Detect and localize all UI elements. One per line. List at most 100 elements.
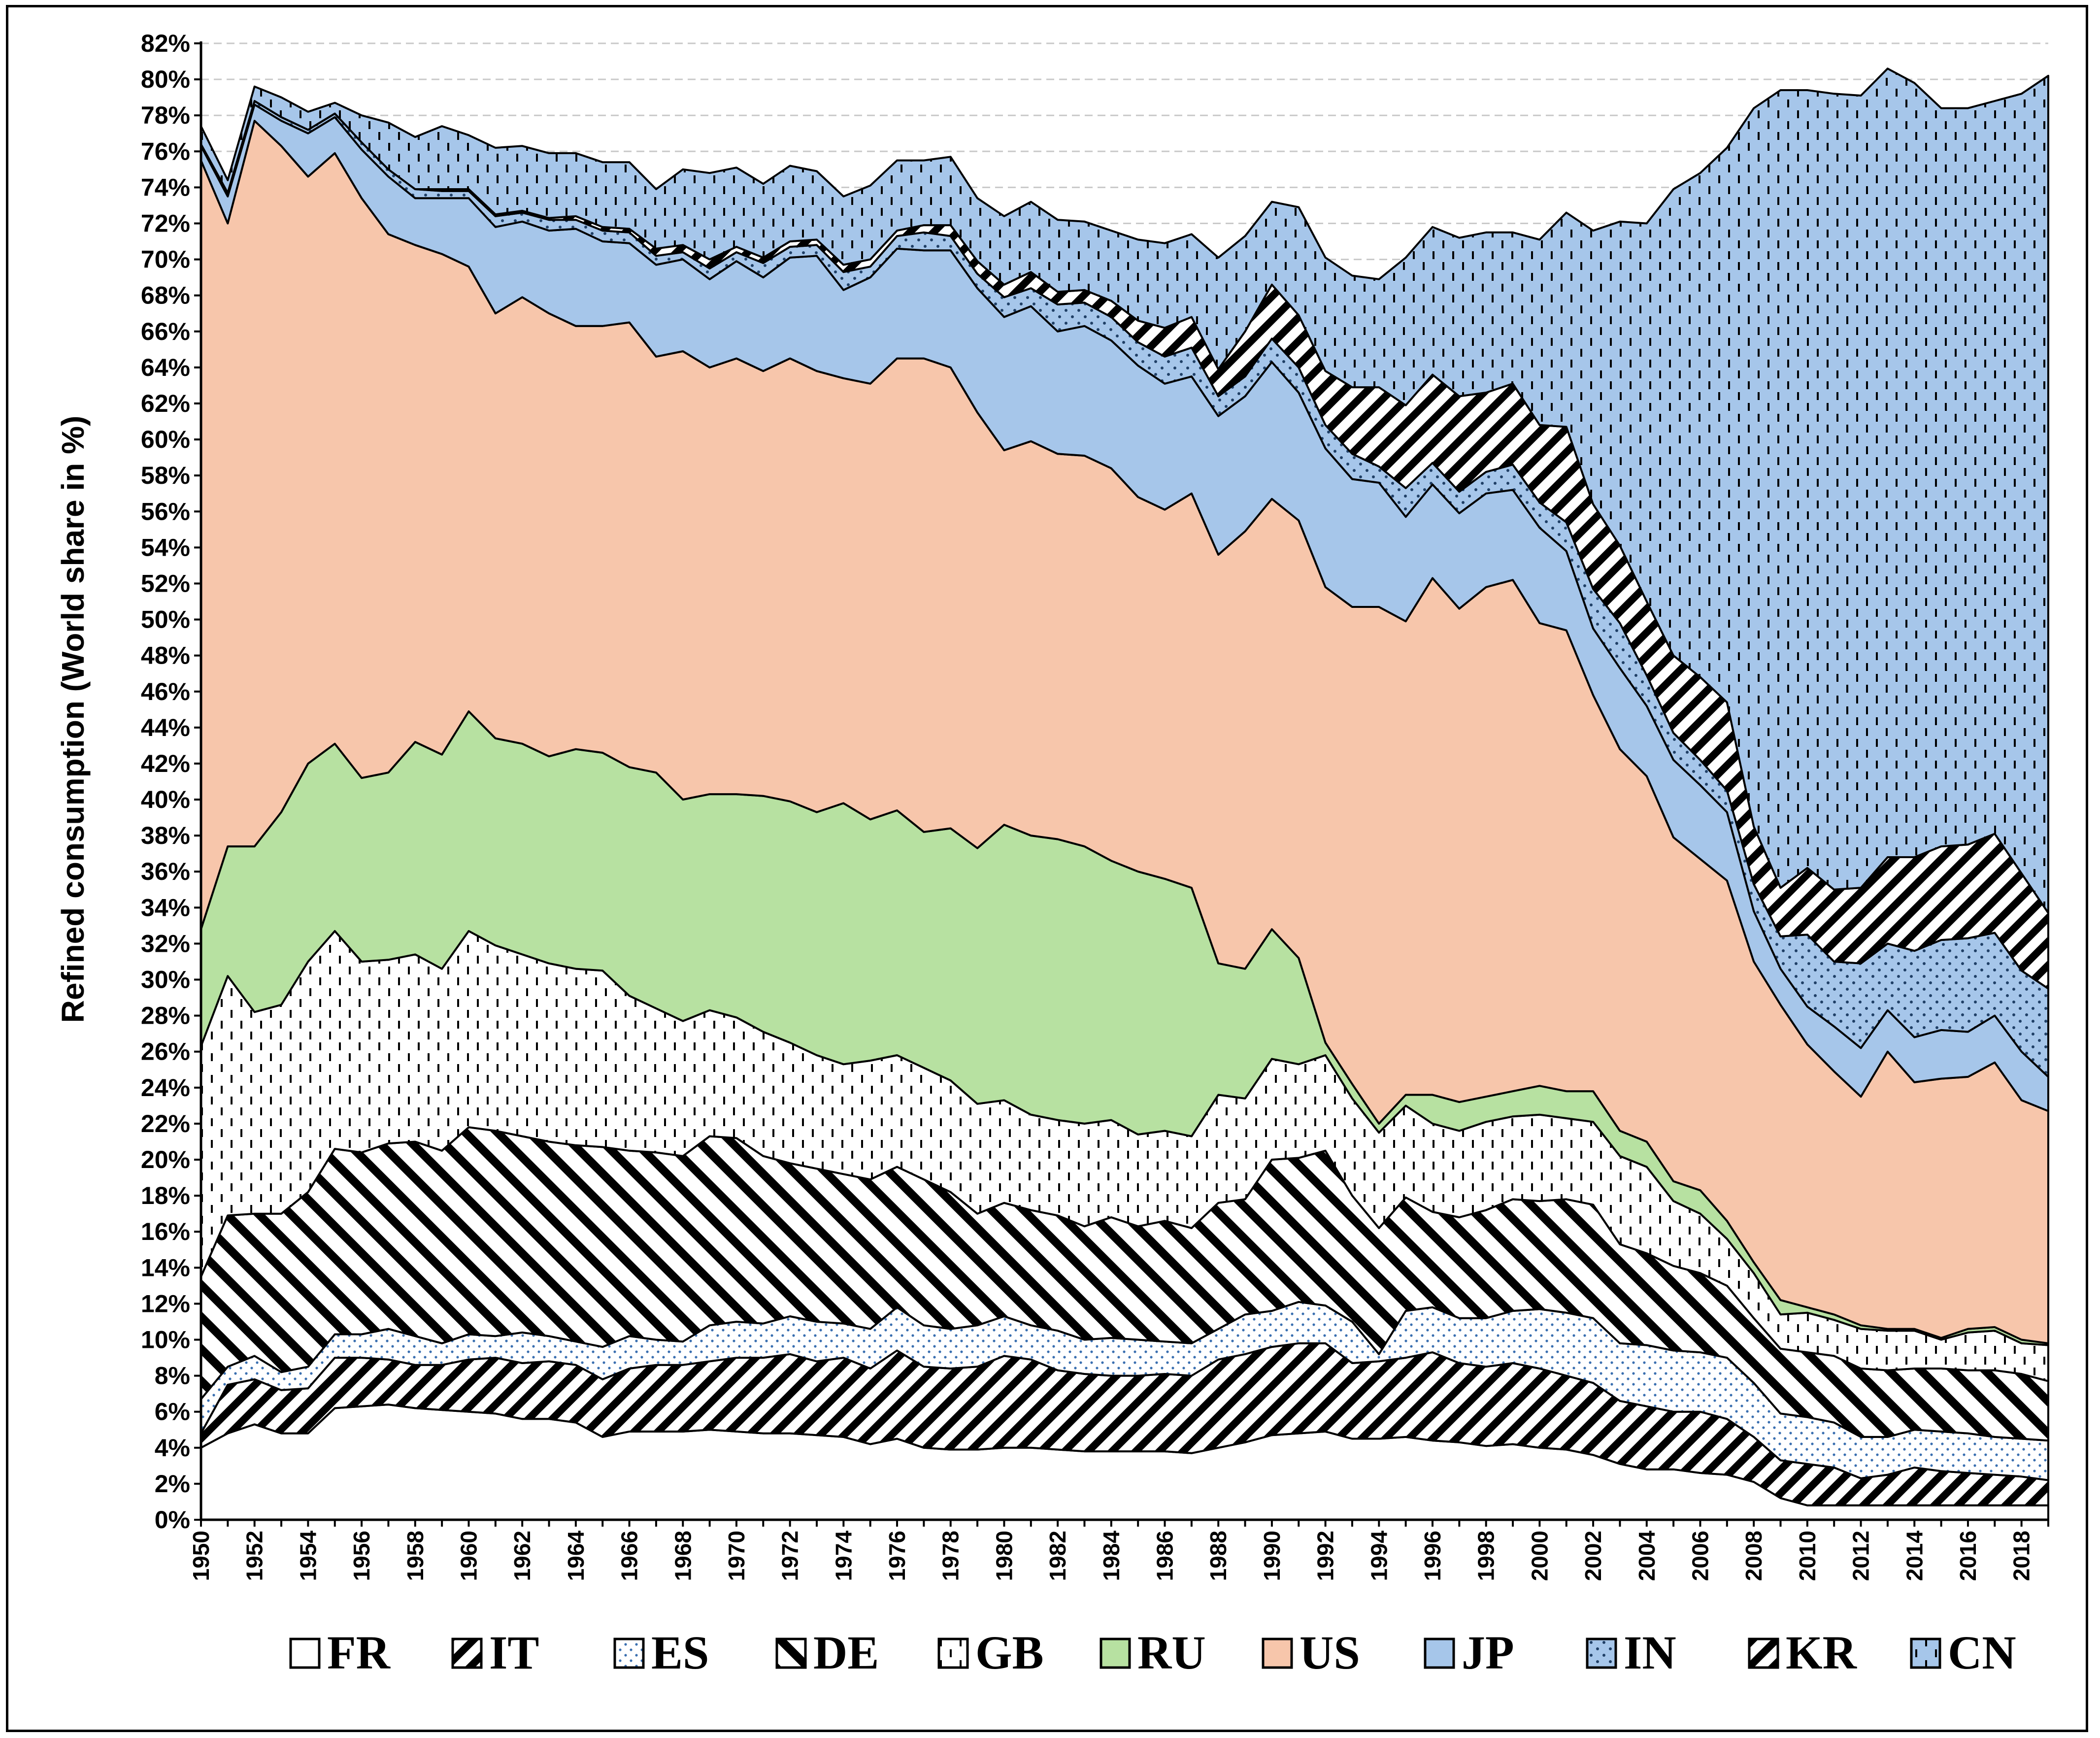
x-tick-label: 1966 [617,1531,642,1581]
y-tick-label: 4% [155,1434,190,1462]
y-tick-label: 12% [141,1290,190,1317]
x-tick-label: 2006 [1688,1531,1713,1581]
legend-swatch-ru [1100,1638,1131,1669]
legend-swatch-es [613,1638,645,1669]
legend: FR IT ES DE GB RU US JP IN KR CN [289,1626,2016,1679]
y-tick-label: 64% [141,354,190,381]
y-tick-label: 48% [141,642,190,669]
x-tick-label: 1950 [188,1531,214,1581]
y-tick-label: 74% [141,173,190,201]
x-tick-label: 2012 [1848,1531,1874,1581]
legend-swatch-it [451,1638,483,1669]
y-tick-label: 6% [155,1398,190,1426]
area-cn [200,67,2049,914]
x-tick-label: 1976 [884,1531,910,1581]
legend-label-gb: GB [975,1626,1044,1679]
x-tick-label: 1990 [1259,1531,1285,1581]
legend-swatch-jp [1424,1638,1455,1669]
y-tick-label: 76% [141,137,190,165]
x-tick-label: 1958 [402,1531,428,1581]
y-tick-label: 24% [141,1074,190,1102]
x-tick-label: 1962 [509,1531,535,1581]
x-tick-label: 2002 [1580,1531,1606,1581]
y-tick-label: 68% [141,282,190,309]
axes [200,41,2048,1521]
legend-label-cn: CN [1948,1626,2016,1679]
x-tick-label: 1970 [724,1531,749,1581]
y-tick-label: 70% [141,246,190,273]
y-tick-label: 60% [141,426,190,453]
y-tick-label: 22% [141,1110,190,1137]
x-tick-label: 1952 [242,1531,267,1581]
x-tick-label: 1964 [563,1531,589,1581]
legend-swatch-de [775,1638,807,1669]
y-tick-label: 32% [141,930,190,957]
legend-label-us: US [1300,1626,1360,1679]
x-tick-label: 1968 [670,1531,696,1581]
x-tick-label: 1956 [349,1531,374,1581]
legend-label-kr: KR [1786,1626,1858,1679]
legend-label-in: IN [1624,1626,1676,1679]
y-tick-label: 80% [141,66,190,93]
x-tick-label: 2000 [1527,1531,1552,1581]
y-tick-label: 62% [141,390,190,417]
y-tick-label: 14% [141,1254,190,1281]
x-tick-label: 1972 [777,1531,803,1581]
x-tick-label: 1954 [295,1531,321,1581]
y-tick-label: 34% [141,894,190,921]
y-tick-label: 8% [155,1362,190,1390]
x-tick-label: 1996 [1420,1531,1445,1581]
x-tick-label: 2008 [1741,1531,1767,1581]
legend-swatch-in [1586,1638,1617,1669]
y-tick-label: 78% [141,101,190,129]
y-axis-ticks: 0% 2% 4% 6% 8% 10% 12% 14% 16% 18% 20% 22% 24% 26% 28%… [141,30,201,1534]
y-tick-label: 16% [141,1218,190,1245]
legend-label-jp: JP [1462,1626,1514,1679]
y-tick-label: 38% [141,822,190,849]
y-tick-label: 0% [155,1506,190,1534]
y-tick-label: 26% [141,1038,190,1066]
y-tick-label: 18% [141,1182,190,1209]
legend-label-de: DE [813,1626,879,1679]
stacked-areas [200,67,2049,1521]
x-tick-label: 1974 [831,1531,856,1581]
x-tick-label: 1986 [1152,1531,1178,1581]
y-tick-label: 52% [141,569,190,597]
y-tick-label: 46% [141,678,190,705]
y-tick-label: 82% [141,30,190,57]
legend-swatch-kr [1748,1638,1779,1669]
y-tick-label: 66% [141,318,190,345]
x-tick-label: 1982 [1045,1531,1070,1581]
x-tick-label: 1998 [1473,1531,1499,1581]
x-tick-label: 1992 [1313,1531,1338,1581]
y-tick-label: 44% [141,714,190,741]
x-tick-label: 1980 [991,1531,1017,1581]
x-tick-label: 2010 [1795,1531,1820,1581]
y-tick-label: 20% [141,1146,190,1173]
y-tick-label: 28% [141,1002,190,1030]
legend-swatch-us [1262,1638,1293,1669]
y-tick-label: 40% [141,786,190,813]
legend-label-it: IT [489,1626,539,1679]
y-tick-label: 58% [141,462,190,489]
y-tick-label: 10% [141,1326,190,1354]
x-tick-label: 2018 [2009,1531,2034,1581]
x-tick-label: 2014 [1901,1531,1927,1581]
x-tick-label: 1960 [456,1531,482,1581]
x-tick-label: 2004 [1634,1531,1660,1581]
legend-swatch-gb [937,1638,969,1669]
y-tick-label: 56% [141,498,190,525]
legend-swatch-fr [289,1638,321,1669]
x-tick-label: 1978 [938,1531,964,1581]
x-axis-ticks: 1950 1952 1954 1956 1958 1960 1962 1964 1966 1968… [188,1520,2049,1581]
figure-frame [6,5,2088,1732]
y-tick-label: 30% [141,966,190,994]
legend-label-ru: RU [1137,1626,1206,1679]
y-tick-label: 42% [141,750,190,777]
y-tick-label: 2% [155,1470,190,1498]
legend-label-fr: FR [327,1626,391,1679]
x-tick-label: 1984 [1099,1531,1124,1581]
y-tick-label: 72% [141,209,190,237]
y-tick-label: 50% [141,606,190,634]
